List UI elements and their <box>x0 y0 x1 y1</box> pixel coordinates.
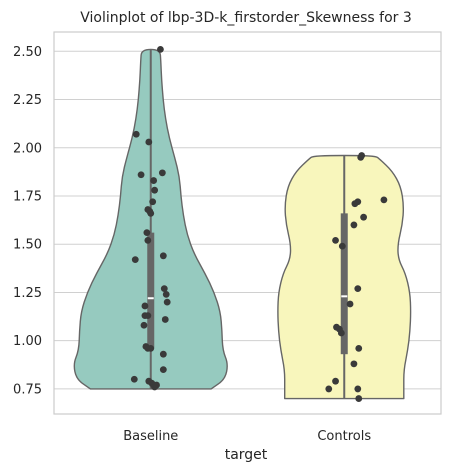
data-point <box>140 321 148 329</box>
data-point <box>163 298 171 306</box>
data-point <box>151 186 159 194</box>
data-point <box>147 209 155 217</box>
data-point <box>143 229 151 237</box>
data-point <box>145 138 153 146</box>
x-tick-label: Controls <box>317 429 371 444</box>
y-tick-label: 1.00 <box>13 334 42 349</box>
y-tick-label: 0.75 <box>13 382 42 397</box>
y-tick-label: 2.00 <box>13 141 42 156</box>
y-tick-labels: 0.75 1.00 1.25 1.50 1.75 2.00 2.25 2.50 <box>13 45 42 398</box>
data-points <box>130 45 388 402</box>
data-point <box>160 285 168 292</box>
data-point <box>354 385 362 393</box>
x-axis-label: target <box>225 447 268 463</box>
data-point <box>159 252 167 260</box>
data-point <box>332 377 339 385</box>
iqr-box-baseline <box>147 232 155 349</box>
data-point <box>338 242 346 250</box>
x-tick-label: Baseline <box>123 429 178 444</box>
data-point <box>161 316 169 323</box>
data-point <box>380 196 388 204</box>
data-point <box>130 375 138 383</box>
data-point <box>357 154 365 161</box>
x-tick-labels: Baseline Controls <box>123 429 371 444</box>
data-point <box>332 236 339 244</box>
data-point <box>132 130 140 138</box>
data-point <box>350 360 358 368</box>
y-tick-label: 2.25 <box>13 93 42 108</box>
data-point <box>351 200 359 208</box>
data-point <box>159 350 167 358</box>
y-tick-label: 2.50 <box>13 45 42 60</box>
data-point <box>157 45 164 53</box>
chart-title: Violinplot of lbp-3D-k_firstorder_Skewne… <box>80 10 412 26</box>
data-point <box>325 385 333 393</box>
box-summaries <box>147 49 348 399</box>
data-point <box>355 395 363 402</box>
data-point <box>158 169 166 177</box>
data-point <box>153 381 160 389</box>
data-point <box>137 171 145 179</box>
y-tick-label: 1.50 <box>13 238 42 253</box>
data-point <box>337 329 345 337</box>
data-point <box>360 213 367 221</box>
data-point <box>162 290 170 298</box>
data-point <box>149 198 157 206</box>
data-point <box>131 256 139 264</box>
data-point <box>354 285 362 292</box>
y-tick-label: 1.25 <box>13 286 42 301</box>
data-point <box>144 312 152 320</box>
iqr-box-controls <box>340 213 348 355</box>
data-point <box>150 177 158 184</box>
data-point <box>355 345 363 352</box>
data-point <box>159 366 167 374</box>
data-point <box>141 302 149 310</box>
data-point <box>144 236 152 244</box>
data-point <box>346 300 354 308</box>
y-tick-label: 1.75 <box>13 189 42 204</box>
data-point <box>147 345 155 352</box>
data-point <box>350 221 358 229</box>
plot-frame <box>53 31 442 415</box>
